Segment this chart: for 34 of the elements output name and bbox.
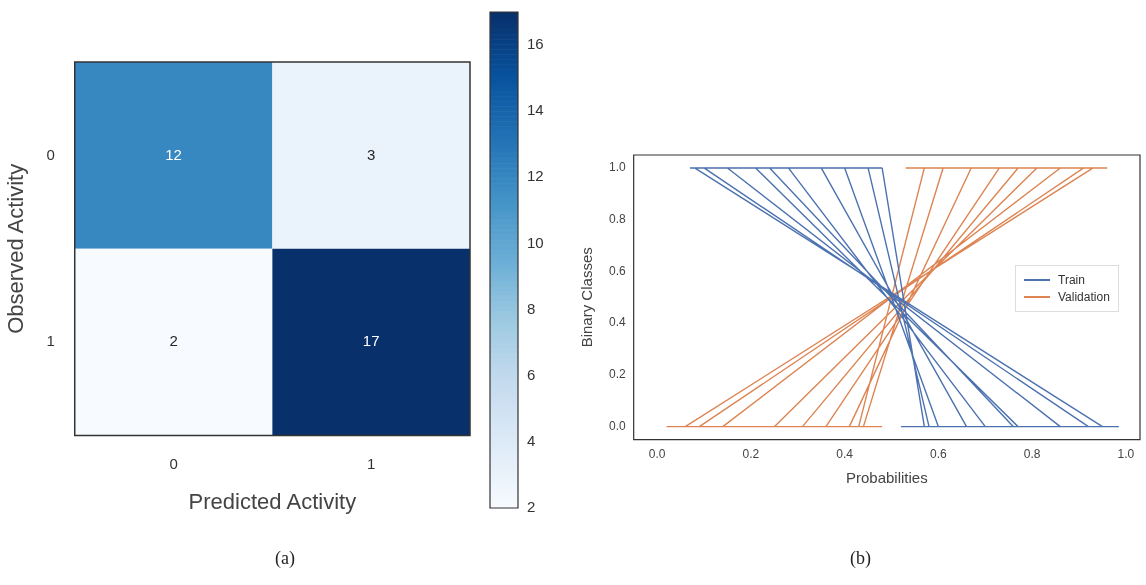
color-bar-label: 16 — [527, 35, 544, 53]
data-label: 3 — [367, 145, 376, 163]
color-bar-label: 8 — [527, 299, 536, 317]
text: (b) — [849, 548, 872, 569]
legend-label: Validation — [1058, 290, 1110, 304]
color-bar-label: 10 — [527, 233, 544, 251]
data-label: 2 — [169, 332, 178, 350]
y-tick-label: 0.0 — [608, 418, 626, 433]
y-tick-label: 0.4 — [608, 315, 626, 330]
x-tick-label: 1 — [367, 454, 376, 472]
x-tick-label: 0.8 — [1023, 447, 1041, 462]
color-bar-label: 2 — [527, 498, 536, 516]
x-tick-label: 1.0 — [1117, 447, 1135, 462]
y-tick-label: 0.2 — [608, 367, 626, 382]
x-tick-label: 0 — [169, 454, 178, 472]
x-axis-title: Probabilities — [845, 469, 928, 487]
x-tick-label: 0.0 — [648, 447, 666, 462]
x-axis-title: Predicted Activity — [188, 488, 357, 514]
x-tick-label: 0.2 — [742, 447, 760, 462]
text: (a) — [274, 548, 296, 569]
y-axis-title: Observed Activity — [3, 163, 29, 334]
y-tick-label: 1.0 — [608, 160, 626, 175]
data-label: 12 — [165, 145, 182, 163]
data-label: 17 — [362, 332, 380, 350]
color-bar-label: 6 — [527, 365, 536, 383]
legend-label: Train — [1058, 273, 1085, 287]
y-tick-label: 0.6 — [608, 263, 626, 278]
x-tick-label: 0.4 — [836, 447, 854, 462]
color-bar-label: 12 — [527, 167, 544, 185]
color-bar-label: 4 — [527, 432, 536, 450]
y-axis-title: Binary Classes — [578, 247, 596, 348]
x-tick-label: 0.6 — [930, 447, 948, 462]
y-tick-label: 0.8 — [608, 211, 626, 226]
color-bar-label: 14 — [527, 101, 544, 119]
